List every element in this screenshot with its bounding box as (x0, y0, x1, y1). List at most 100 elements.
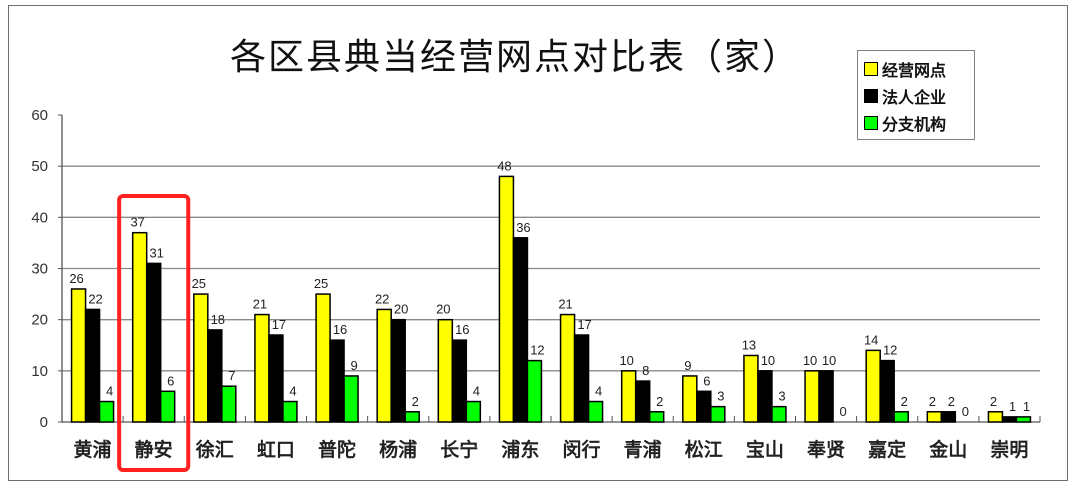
x-category-label: 松江 (685, 438, 723, 461)
value-label: 6 (703, 373, 710, 388)
value-label: 4 (106, 384, 113, 399)
value-label: 16 (333, 322, 347, 337)
value-label: 3 (717, 389, 724, 404)
x-category-label: 徐汇 (195, 438, 234, 461)
bar (498, 175, 515, 423)
legend: 经营网点 法人企业 分支机构 (857, 50, 975, 140)
value-label: 21 (558, 297, 572, 312)
bar (282, 400, 298, 423)
bar (512, 237, 529, 423)
bar (437, 318, 454, 423)
value-label: 8 (642, 363, 649, 378)
bars (70, 175, 1032, 423)
legend-label: 经营网点 (882, 60, 947, 80)
bar (879, 359, 895, 423)
bar (84, 308, 101, 423)
value-label: 1 (1023, 399, 1030, 414)
y-tick-label: 0 (40, 414, 48, 431)
value-label: 22 (88, 291, 102, 306)
bar (451, 339, 468, 423)
bar (804, 370, 820, 423)
x-category-label: 虹口 (257, 438, 295, 461)
value-label: 2 (656, 394, 663, 409)
value-label: 26 (69, 271, 83, 286)
value-label: 4 (595, 384, 602, 399)
bar (465, 400, 482, 423)
value-label: 14 (864, 332, 878, 347)
bar (315, 293, 331, 423)
bar (987, 411, 1004, 423)
bar (573, 334, 590, 423)
value-label: 36 (516, 220, 530, 235)
bar (926, 411, 943, 423)
y-tick-label: 60 (31, 107, 48, 124)
bar (818, 370, 834, 423)
x-category-label: 崇明 (990, 438, 1028, 461)
value-label: 10 (822, 353, 836, 368)
value-label: 48 (497, 158, 511, 173)
value-label: 4 (473, 384, 480, 399)
bar (771, 405, 787, 423)
value-label: 20 (394, 302, 408, 317)
bar (682, 375, 698, 423)
value-label: 25 (314, 276, 328, 291)
x-category-label: 宝山 (746, 438, 784, 461)
x-category-label: 嘉定 (867, 438, 906, 461)
legend-label: 分支机构 (882, 114, 947, 134)
bar (757, 370, 773, 423)
bar (648, 411, 665, 423)
value-label: 17 (577, 317, 591, 332)
value-label: 12 (883, 343, 897, 358)
value-label: 6 (167, 373, 174, 388)
highlight-rectangle (117, 194, 191, 472)
value-label: 2 (929, 394, 936, 409)
x-category-label: 青浦 (624, 438, 662, 461)
bar (559, 313, 576, 423)
bar (268, 334, 284, 423)
value-label: 22 (375, 291, 389, 306)
bar (1015, 416, 1032, 423)
x-category-label: 金山 (928, 438, 967, 461)
x-category-label: 静安 (135, 438, 173, 461)
value-label: 13 (742, 337, 756, 352)
value-label: 1 (1009, 399, 1016, 414)
value-label: 10 (803, 353, 817, 368)
value-label: 12 (530, 343, 544, 358)
bar (376, 308, 392, 423)
highlight-box (117, 194, 191, 472)
value-label: 20 (436, 302, 450, 317)
data-labels: 2622437316251872117425169222022016448361… (69, 158, 1030, 419)
y-tick-label: 50 (31, 158, 48, 175)
value-label: 16 (455, 322, 469, 337)
bar (207, 329, 223, 423)
bar (404, 411, 420, 423)
y-tick-label: 10 (31, 363, 48, 380)
bar (620, 370, 637, 423)
value-label: 37 (130, 215, 144, 230)
bar (634, 380, 651, 423)
value-label: 2 (948, 394, 955, 409)
value-label: 2 (901, 394, 908, 409)
chart-title: 各区县典当经营网点对比表（家） (0, 28, 1080, 80)
bar (893, 411, 909, 423)
x-category-label: 黄浦 (74, 438, 112, 461)
x-category-label: 浦东 (501, 438, 539, 461)
bar (98, 400, 115, 423)
value-label: 9 (350, 358, 357, 373)
chart-title-text: 各区县典当经营网点对比表（家） (229, 37, 800, 78)
x-category-label: 普陀 (318, 438, 356, 461)
value-label: 0 (962, 404, 969, 419)
value-label: 3 (778, 389, 785, 404)
bar (70, 288, 87, 423)
bar (145, 262, 162, 423)
value-label: 31 (149, 245, 163, 260)
bar (865, 349, 881, 423)
legend-swatch-green-icon (864, 115, 878, 130)
value-label: 10 (761, 353, 775, 368)
bar (696, 390, 712, 423)
legend-item: 分支机构 (864, 109, 968, 136)
bar (390, 318, 406, 423)
value-label: 10 (619, 353, 633, 368)
bar (587, 400, 604, 423)
value-label: 4 (289, 384, 296, 399)
